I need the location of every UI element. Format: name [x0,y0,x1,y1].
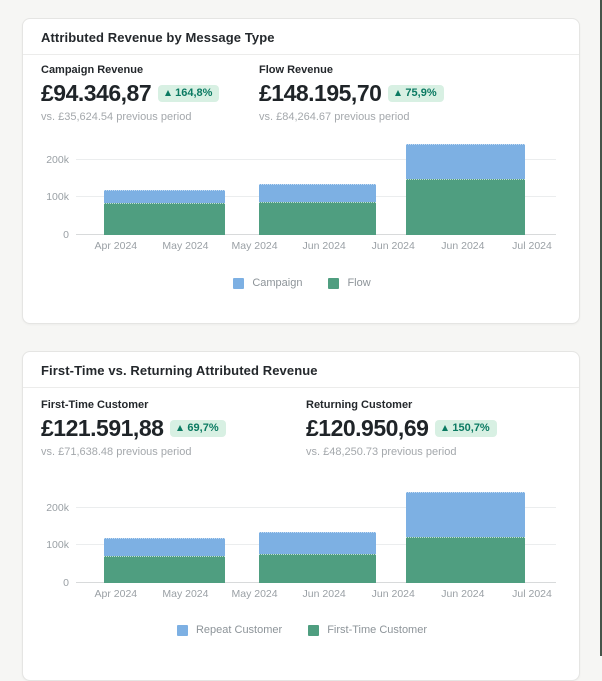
y-axis-tick-label: 200k [46,501,69,514]
stacked-bar [406,140,526,235]
delta-value: 69,7% [187,421,219,434]
card-attributed-revenue-by-message-type: Attributed Revenue by Message Type Campa… [22,18,580,324]
metric-value: £121.591,88 [41,415,164,441]
y-axis-tick-label: 100k [46,191,69,204]
x-axis-tick-label: May 2024 [162,240,209,252]
metric-flow-revenue: Flow Revenue £148.195,70 75,9% vs. £84,2… [259,64,444,123]
bar-segment-campaign [259,183,377,202]
x-axis-tick-label: Jul 2024 [512,240,552,252]
card-title: First-Time vs. Returning Attributed Reve… [23,352,579,388]
chart-plot-area [76,488,556,583]
metric-label: Flow Revenue [259,64,333,76]
x-axis-tick-label: Jul 2024 [512,588,552,600]
gridline [76,158,556,160]
metric-first-time-customer: First-Time Customer £121.591,88 69,7% vs… [41,399,226,458]
x-axis-tick-label: Jun 2024 [441,240,485,252]
delta-value: 75,9% [405,86,437,99]
card-title: Attributed Revenue by Message Type [23,19,579,55]
metric-value: £120.950,69 [306,415,429,441]
bar-segment-flow [259,201,377,235]
legend-swatch [308,624,320,636]
bar-segment-repeat-customer [103,537,225,557]
metric-campaign-revenue: Campaign Revenue £94.346,87 164,8% vs. £… [41,64,220,123]
x-axis-tick-label: Jun 2024 [371,588,415,600]
metric-label: Returning Customer [306,399,413,411]
y-axis-tick-label: 0 [63,229,69,241]
x-axis-tick-label: Jun 2024 [302,588,346,600]
bar-segment-repeat-customer [406,491,526,538]
legend-item-campaign[interactable]: Campaign [233,277,302,289]
stacked-bar [103,140,225,235]
stacked-bar-chart-customer-type: 0 100k 200k Apr 2024 May 2024 May 2024 Jun 202… [41,488,563,601]
y-axis-tick-label: 100k [46,539,69,552]
legend-swatch [233,277,245,289]
legend-swatch [176,624,188,636]
chart-legend: Repeat Customer First-Time Customer [23,624,579,636]
chart-legend: Campaign Flow [23,277,579,289]
delta-badge: 164,8% [158,84,220,102]
metric-comparison: vs. £35,624.54 previous period [41,111,192,123]
stacked-bar-chart-message-type: 0 100k 200k Apr 2024 May 2024 May 2024 Jun 202… [41,140,563,253]
stacked-bar [103,488,225,583]
legend-item-repeat-customer[interactable]: Repeat Customer [176,624,283,636]
legend-label: Flow [347,277,371,289]
arrow-up-icon [177,425,184,431]
x-axis-tick-label: Jun 2024 [441,588,485,600]
x-axis-tick-label: Jun 2024 [302,240,346,252]
x-axis-tick-label: Apr 2024 [94,240,138,252]
legend-swatch [328,277,340,289]
stacked-bar [259,488,377,583]
metric-value: £94.346,87 [41,80,152,106]
legend-item-flow[interactable]: Flow [328,277,371,289]
arrow-up-icon [442,425,449,431]
bar-segment-first-time-customer [406,537,526,583]
metric-label: Campaign Revenue [41,64,144,76]
metric-value: £148.195,70 [259,80,382,106]
y-axis-tick-label: 0 [63,577,69,589]
chart-plot-area [76,140,556,235]
arrow-up-icon [165,90,172,96]
arrow-up-icon [395,90,402,96]
legend-label: Campaign [252,277,303,289]
legend-item-first-time-customer[interactable]: First-Time Customer [308,624,427,636]
bar-segment-first-time-customer [259,554,377,583]
x-axis-tick-label: May 2024 [231,588,278,600]
delta-value: 150,7% [452,421,490,434]
x-axis-tick-label: May 2024 [162,588,209,600]
stacked-bar [406,488,526,583]
bar-segment-campaign [103,189,225,203]
delta-badge: 150,7% [435,419,497,437]
stacked-bar [259,140,377,235]
bar-segment-first-time-customer [103,556,225,583]
legend-label: First-Time Customer [327,624,428,636]
metric-returning-customer: Returning Customer £120.950,69 150,7% vs… [306,399,497,458]
window-edge-strip [600,0,602,656]
x-axis-tick-label: Apr 2024 [94,588,138,600]
metric-comparison: vs. £48,250.73 previous period [306,446,457,458]
dashboard-page: { "page": { "background": "#f6f6f4", "ed… [22,0,602,681]
delta-value: 164,8% [175,86,213,99]
delta-badge: 69,7% [170,419,226,437]
y-axis-tick-label: 200k [46,153,69,166]
bar-segment-flow [103,202,225,235]
bar-segment-repeat-customer [259,531,377,555]
gridline [76,506,556,508]
metric-label: First-Time Customer [41,399,149,411]
x-axis-tick-label: May 2024 [231,240,278,252]
delta-badge: 75,9% [388,84,444,102]
metric-comparison: vs. £84,264.67 previous period [259,111,410,123]
legend-label: Repeat Customer [195,624,283,636]
metric-comparison: vs. £71,638.48 previous period [41,446,192,458]
bar-segment-campaign [406,143,526,180]
bar-segment-flow [406,179,526,235]
card-first-time-vs-returning-revenue: First-Time vs. Returning Attributed Reve… [22,351,580,681]
x-axis-tick-label: Jun 2024 [371,240,415,252]
